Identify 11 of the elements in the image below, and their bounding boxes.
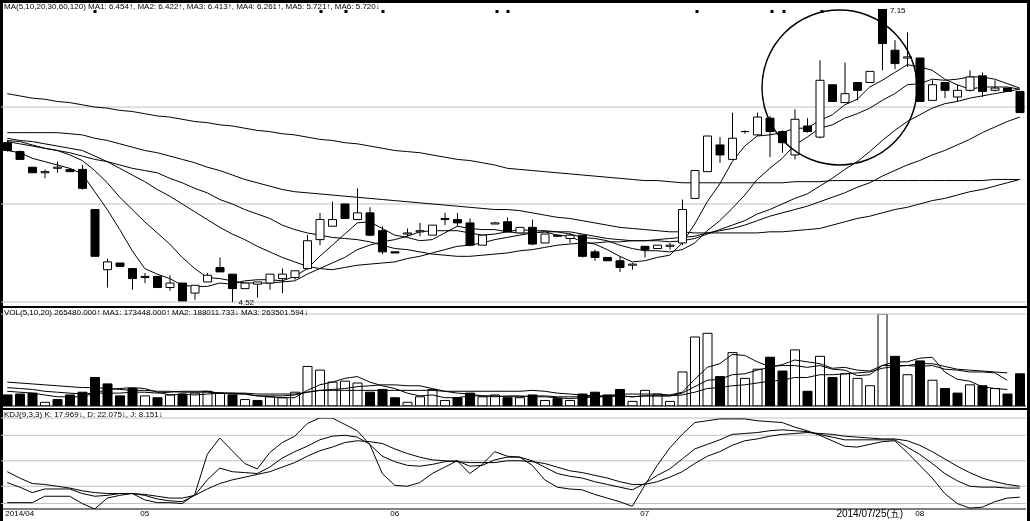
chart-title: VOL(5,10,20) 265480.000↑ MA1: 173448.000↑ MA2: 188011.733↓ MA3: 263501.594↓ <box>4 308 309 317</box>
chart-title: MA(5,10,20,30,60,120) MA1: 6.454↑, MA2: 6.422↑, MA3: 6.413↑, MA4: 6.261↑, MA5: 5.721↑, MA6: 5.720↓ <box>4 2 380 11</box>
x-tick-label: 06 <box>390 508 400 518</box>
x-tick-label: 2014/04 <box>5 508 35 518</box>
x-tick-label: 07 <box>640 508 650 518</box>
x-tick-label: 2014/07/25(五) <box>836 508 904 520</box>
annotation: 7.15 <box>890 6 907 15</box>
x-tick-label: 05 <box>140 508 150 518</box>
annotation: 4.52 <box>238 297 255 307</box>
x-tick-label: 08 <box>915 508 925 518</box>
chart-title: KDJ(9,3,3) K: 17.969↓, D: 22.075↓, J: 8.151↓ <box>4 410 163 419</box>
